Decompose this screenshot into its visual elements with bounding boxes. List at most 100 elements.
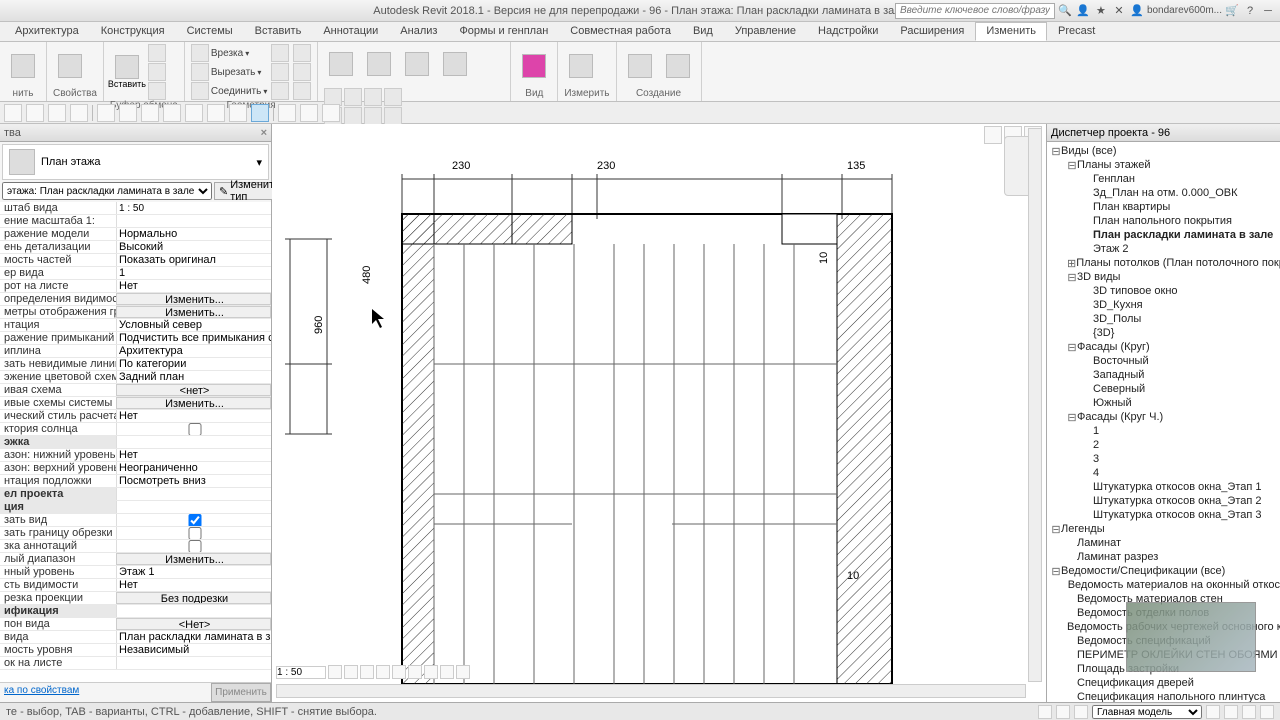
rotate-button[interactable] xyxy=(400,44,434,84)
tree-node[interactable]: Ведомость материалов на оконный откос xyxy=(1047,578,1280,592)
prop-row[interactable]: ел проекта xyxy=(0,488,271,501)
vc6[interactable] xyxy=(408,665,422,679)
sb3[interactable] xyxy=(1074,705,1088,719)
prop-row[interactable]: ивая схема<нет> xyxy=(0,384,271,397)
g3c[interactable] xyxy=(271,82,289,100)
prop-row[interactable]: ок на листе xyxy=(0,657,271,670)
prop-row[interactable]: зать невидимые линииПо категории xyxy=(0,358,271,371)
prop-row[interactable]: нный уровеньЭтаж 1 xyxy=(0,566,271,579)
prop-row[interactable]: штаб вида xyxy=(0,202,271,215)
search-input[interactable] xyxy=(895,3,1055,19)
prop-row[interactable]: ень детализацииВысокий xyxy=(0,241,271,254)
tree-node[interactable]: 3D_Полы xyxy=(1047,312,1280,326)
tree-node[interactable]: План раскладки ламината в зале xyxy=(1047,228,1280,242)
vc8[interactable] xyxy=(440,665,454,679)
qb14[interactable] xyxy=(300,104,318,122)
tree-node[interactable]: Этаж 2 xyxy=(1047,242,1280,256)
tree-node[interactable]: Западный xyxy=(1047,368,1280,382)
tree-node[interactable]: ⊟Легенды xyxy=(1047,522,1280,536)
prop-row[interactable]: определения видимости/гр...Изменить... xyxy=(0,293,271,306)
tree-node[interactable]: План напольного покрытия xyxy=(1047,214,1280,228)
tree-node[interactable]: Восточный xyxy=(1047,354,1280,368)
create2-button[interactable] xyxy=(661,46,695,86)
props-type-selector[interactable]: План этажа ▾ xyxy=(2,144,269,180)
prop-row[interactable]: азон: верхний уровеньНеограниченно xyxy=(0,462,271,475)
exchange-icon[interactable]: ✕ xyxy=(1111,3,1127,19)
user-icon[interactable]: 👤 xyxy=(1129,3,1145,19)
tree-node[interactable]: План квартиры xyxy=(1047,200,1280,214)
prop-row[interactable]: эжение цветовой схемыЗадний план xyxy=(0,371,271,384)
prop-row[interactable]: мость частейПоказать оригинал xyxy=(0,254,271,267)
tree-node[interactable]: ⊟Планы этажей xyxy=(1047,158,1280,172)
tree-node[interactable]: Северный xyxy=(1047,382,1280,396)
qb9[interactable] xyxy=(185,104,203,122)
tab-анализ[interactable]: Анализ xyxy=(389,22,448,41)
qb5[interactable] xyxy=(97,104,115,122)
tab-совместная работа[interactable]: Совместная работа xyxy=(559,22,682,41)
tab-надстройки[interactable]: Надстройки xyxy=(807,22,889,41)
tab-аннотации[interactable]: Аннотации xyxy=(312,22,389,41)
qb7[interactable] xyxy=(141,104,159,122)
apply-button[interactable]: Применить xyxy=(211,683,271,702)
vc9[interactable] xyxy=(456,665,470,679)
tab-precast[interactable]: Precast xyxy=(1047,22,1106,41)
tab-управление[interactable]: Управление xyxy=(724,22,807,41)
prop-row[interactable]: метры отображения графи...Изменить... xyxy=(0,306,271,319)
g3b[interactable] xyxy=(271,63,289,81)
prop-row[interactable]: ция xyxy=(0,501,271,514)
tab-вид[interactable]: Вид xyxy=(682,22,724,41)
signin-icon[interactable]: 👤 xyxy=(1075,3,1091,19)
prop-row[interactable]: эжка xyxy=(0,436,271,449)
tab-архитектура[interactable]: Архитектура xyxy=(4,22,90,41)
tree-node[interactable]: ⊟Фасады (Круг) xyxy=(1047,340,1280,354)
tab-вставить[interactable]: Вставить xyxy=(244,22,313,41)
prop-row[interactable]: рот на листеНет xyxy=(0,280,271,293)
tree-node[interactable]: 1 xyxy=(1047,424,1280,438)
prop-row[interactable]: сть видимостиНет xyxy=(0,579,271,592)
qb1[interactable] xyxy=(4,104,22,122)
tree-node[interactable]: Ламинат разрез xyxy=(1047,550,1280,564)
tree-node[interactable]: ⊞Планы потолков (План потолочного покрыт… xyxy=(1047,256,1280,270)
prop-row[interactable]: нтацияУсловный север xyxy=(0,319,271,332)
prop-row[interactable]: ктория солнца xyxy=(0,423,271,436)
tree-node[interactable]: Южный xyxy=(1047,396,1280,410)
tree-node[interactable]: Штукатурка откосов окна_Этап 1 xyxy=(1047,480,1280,494)
vscroll[interactable] xyxy=(1028,128,1042,682)
prop-row[interactable]: лый диапазонИзменить... xyxy=(0,553,271,566)
tree-node[interactable]: 4 xyxy=(1047,466,1280,480)
create1-button[interactable] xyxy=(623,46,657,86)
qb8[interactable] xyxy=(163,104,181,122)
tab-системы[interactable]: Системы xyxy=(176,22,244,41)
cut-button[interactable] xyxy=(148,44,166,62)
vc5[interactable] xyxy=(392,665,406,679)
sb1[interactable] xyxy=(1038,705,1052,719)
tree-node[interactable]: ⊟3D виды xyxy=(1047,270,1280,284)
tree-node[interactable]: Спецификация напольного плинтуса xyxy=(1047,690,1280,702)
mirror-button[interactable] xyxy=(438,44,472,84)
instance-select[interactable]: этажа: План раскладки ламината в зале xyxy=(2,182,212,200)
sb4[interactable] xyxy=(1206,705,1220,719)
scale-input[interactable] xyxy=(276,666,326,679)
search-icon[interactable]: 🔍 xyxy=(1057,3,1073,19)
qb13[interactable] xyxy=(278,104,296,122)
cut-geom-button[interactable] xyxy=(191,63,209,81)
sb5[interactable] xyxy=(1224,705,1238,719)
g3a[interactable] xyxy=(271,44,289,62)
canvas[interactable]: 230 230 135 480 960 xyxy=(272,124,1046,702)
copy2-button[interactable] xyxy=(362,44,396,84)
g3f[interactable] xyxy=(293,82,311,100)
tree-node[interactable]: {3D} xyxy=(1047,326,1280,340)
g3e[interactable] xyxy=(293,63,311,81)
move-button[interactable] xyxy=(324,44,358,84)
close-icon[interactable]: × xyxy=(261,127,267,139)
prop-row[interactable]: ражение моделиНормально xyxy=(0,228,271,241)
tab-расширения[interactable]: Расширения xyxy=(889,22,975,41)
prop-row[interactable]: иплинаАрхитектура xyxy=(0,345,271,358)
model-select[interactable]: Главная модель xyxy=(1092,705,1202,719)
cart-icon[interactable]: 🛒 xyxy=(1224,3,1240,19)
prop-row[interactable]: азон: нижний уровеньНет xyxy=(0,449,271,462)
measure-button[interactable] xyxy=(564,46,598,86)
sb2[interactable] xyxy=(1056,705,1070,719)
properties-button[interactable] xyxy=(53,46,87,86)
prop-row[interactable]: зать границу обрезки xyxy=(0,527,271,540)
